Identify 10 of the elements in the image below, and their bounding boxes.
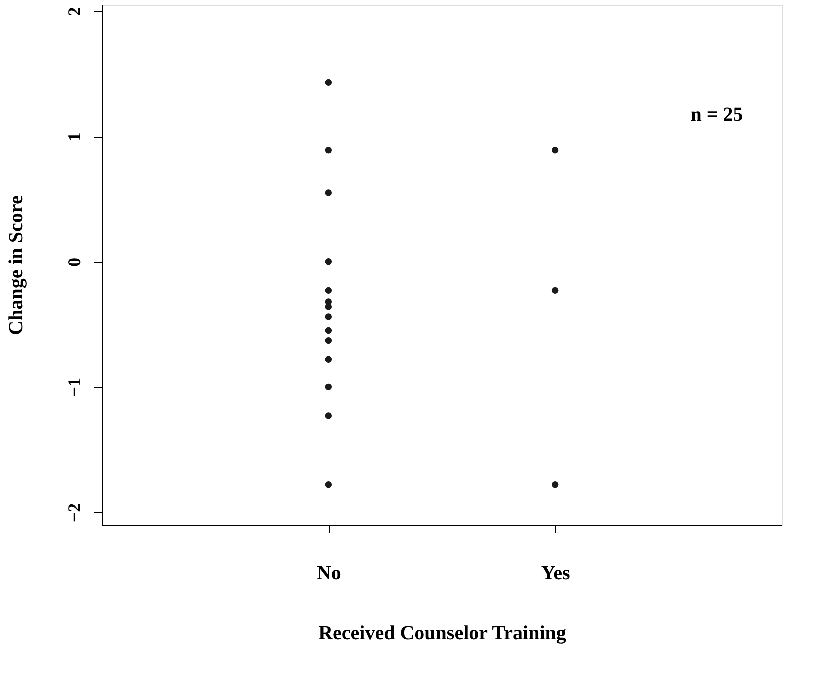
x-tick-label: Yes <box>541 562 570 584</box>
y-tick-label: 2 <box>64 7 84 16</box>
x-axis-title: Received Counselor Training <box>318 622 566 644</box>
y-tick-label: −2 <box>64 503 84 523</box>
y-tick-label: 0 <box>64 258 84 267</box>
y-tick-label: 1 <box>64 132 84 142</box>
y-tick-label: −1 <box>64 378 84 398</box>
annotation: n = 25 <box>690 104 744 126</box>
y-axis-title: Change in Score <box>6 196 28 336</box>
x-tick-label: No <box>316 562 342 584</box>
